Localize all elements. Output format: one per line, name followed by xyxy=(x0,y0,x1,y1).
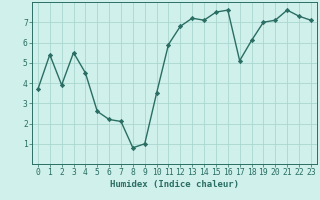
X-axis label: Humidex (Indice chaleur): Humidex (Indice chaleur) xyxy=(110,180,239,189)
